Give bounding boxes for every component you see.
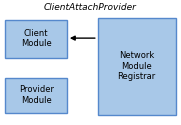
Text: ClientAttachProvider: ClientAttachProvider: [44, 3, 137, 12]
Text: Provider
Module: Provider Module: [19, 85, 54, 105]
Text: Network
Module
Registrar: Network Module Registrar: [117, 51, 156, 81]
Bar: [5, 20, 67, 58]
Bar: [98, 18, 176, 115]
Bar: [5, 78, 67, 112]
Text: Client
Module: Client Module: [21, 29, 52, 48]
